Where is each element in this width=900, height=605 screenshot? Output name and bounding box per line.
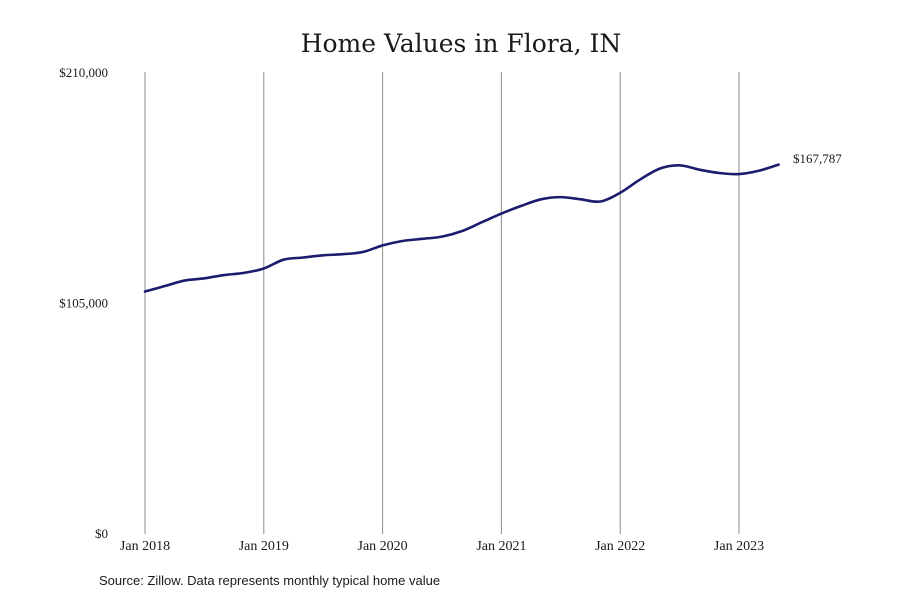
- x-tick-label: Jan 2020: [358, 539, 408, 554]
- end-value-label: $167,787: [793, 151, 842, 166]
- y-tick-label: $105,000: [59, 296, 108, 311]
- x-tick-label: Jan 2018: [120, 539, 170, 554]
- x-tick-label: Jan 2021: [476, 539, 526, 554]
- x-tick-label: Jan 2022: [595, 539, 645, 554]
- chart-title: Home Values in Flora, IN: [301, 29, 622, 58]
- y-tick-label: $0: [95, 526, 108, 541]
- x-tick-label: Jan 2023: [714, 539, 764, 554]
- x-axis-ticks: Jan 2018 Jan 2019 Jan 2020 Jan 2021 Jan 2022…: [120, 539, 764, 554]
- y-tick-label: $210,000: [59, 65, 108, 80]
- y-axis-ticks: $0 $105,000 $210,000: [59, 65, 108, 541]
- source-note: Source: Zillow. Data represents monthly …: [99, 573, 440, 588]
- series-line: [143, 163, 780, 293]
- gridlines: [144, 72, 740, 534]
- x-tick-label: Jan 2019: [239, 539, 289, 554]
- series-layer: [143, 163, 780, 293]
